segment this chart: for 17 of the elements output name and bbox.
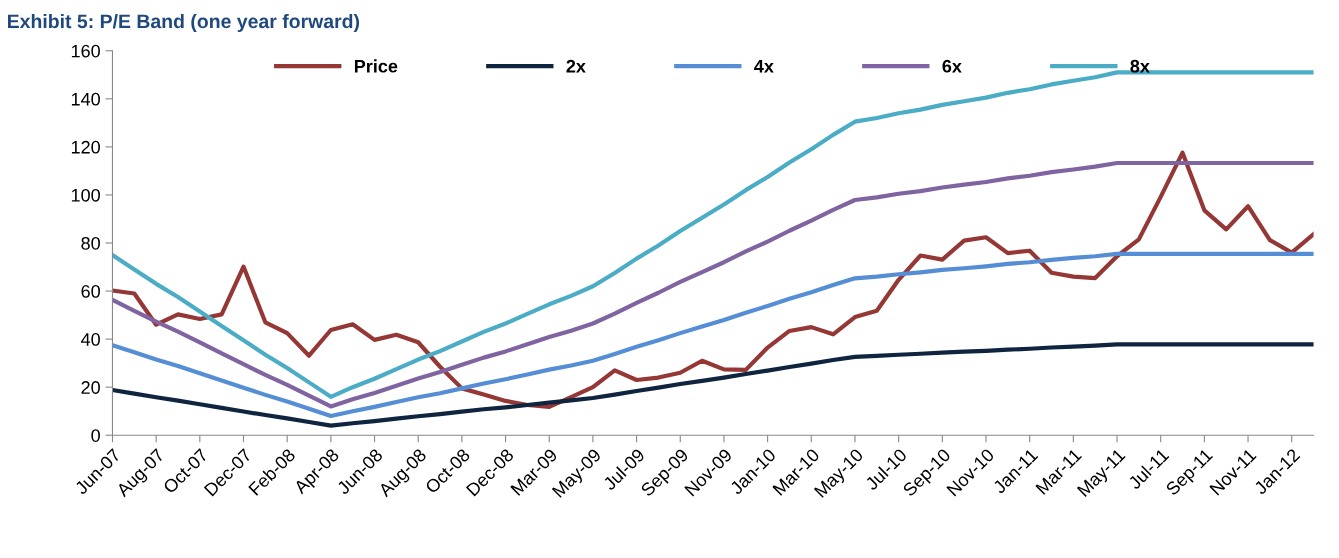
y-tick-label: 100 [71,188,100,202]
y-tick-label: 40 [81,333,100,346]
chart-title: Exhibit 5: P/E Band (one year forward) [8,13,360,33]
y-tick-label: 20 [81,381,100,394]
line-series [112,342,1314,428]
legend-label: Price [354,59,398,73]
y-tick-label: 80 [81,236,100,250]
line-series [112,251,1314,419]
legend-label: 8x [1130,59,1150,73]
y-tick-label: 120 [71,140,100,154]
y-tick-label: 0 [91,429,100,442]
y-tick-label: 160 [71,44,100,58]
y-tick-label: 60 [81,285,100,298]
legend-label: 6x [942,59,962,73]
y-tick-label: 140 [71,92,100,106]
legend-label: 2x [566,59,586,73]
legend-label: 4x [754,60,774,73]
